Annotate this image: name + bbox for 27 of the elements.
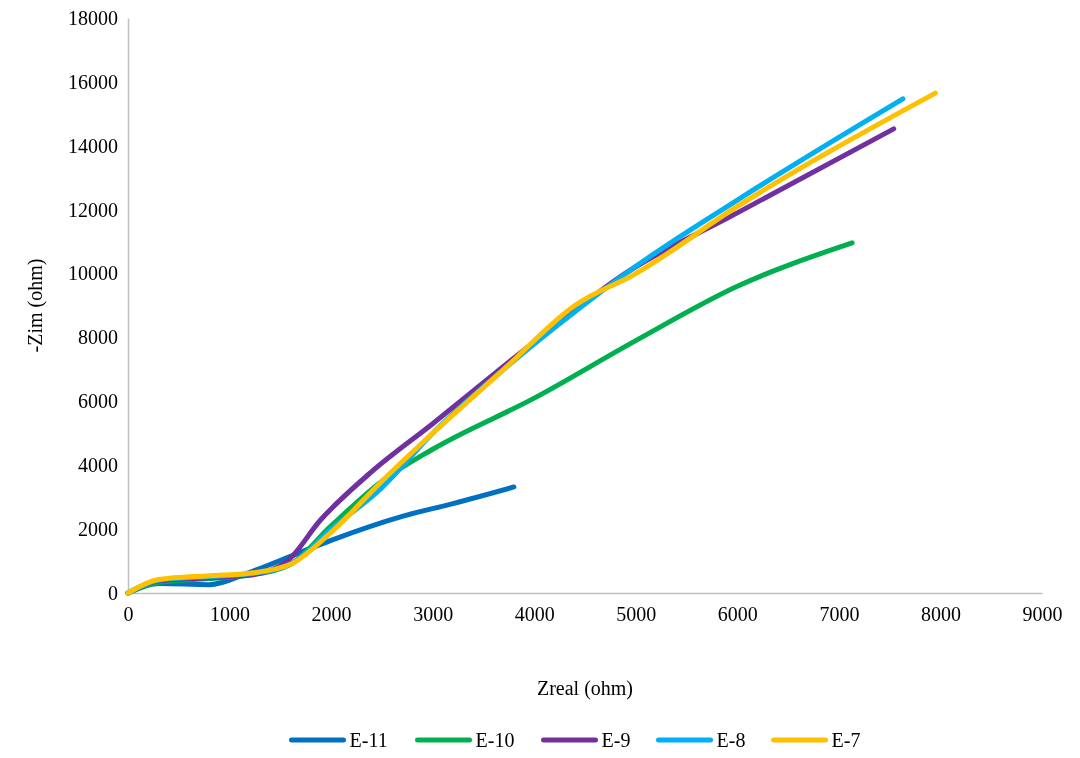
y-tick-label: 16000 bbox=[68, 70, 118, 93]
legend-label: E-9 bbox=[601, 729, 631, 751]
x-tick-label: 3000 bbox=[413, 603, 454, 626]
x-tick-label: 7000 bbox=[819, 603, 860, 626]
y-tick-label: 12000 bbox=[68, 198, 118, 221]
legend-label: E-8 bbox=[716, 729, 746, 751]
y-tick-label: 8000 bbox=[78, 326, 118, 349]
y-tick-label: 6000 bbox=[78, 390, 118, 413]
x-axis-title: Zreal (ohm) bbox=[536, 677, 634, 700]
x-tick-label: 2000 bbox=[311, 603, 352, 626]
y-tick-label: 4000 bbox=[78, 454, 118, 477]
legend-label: E-7 bbox=[831, 729, 861, 751]
y-tick-label: 2000 bbox=[78, 518, 118, 541]
y-tick-label: 18000 bbox=[68, 6, 118, 29]
y-axis-title: -Zim (ohm) bbox=[24, 258, 47, 353]
x-tick-label: 1000 bbox=[210, 603, 251, 626]
x-tick-label: 0 bbox=[123, 603, 134, 626]
legend-label: E-11 bbox=[349, 729, 388, 751]
y-tick-label: 14000 bbox=[68, 134, 118, 157]
x-tick-label: 9000 bbox=[1022, 603, 1063, 626]
x-tick-label: 6000 bbox=[717, 603, 758, 626]
x-tick-label: 8000 bbox=[920, 603, 961, 626]
y-tick-label: 10000 bbox=[68, 262, 118, 285]
x-tick-label: 5000 bbox=[616, 603, 657, 626]
legend-label: E-10 bbox=[475, 729, 515, 751]
x-tick-label: 4000 bbox=[514, 603, 555, 626]
y-tick-label: 0 bbox=[108, 581, 118, 604]
